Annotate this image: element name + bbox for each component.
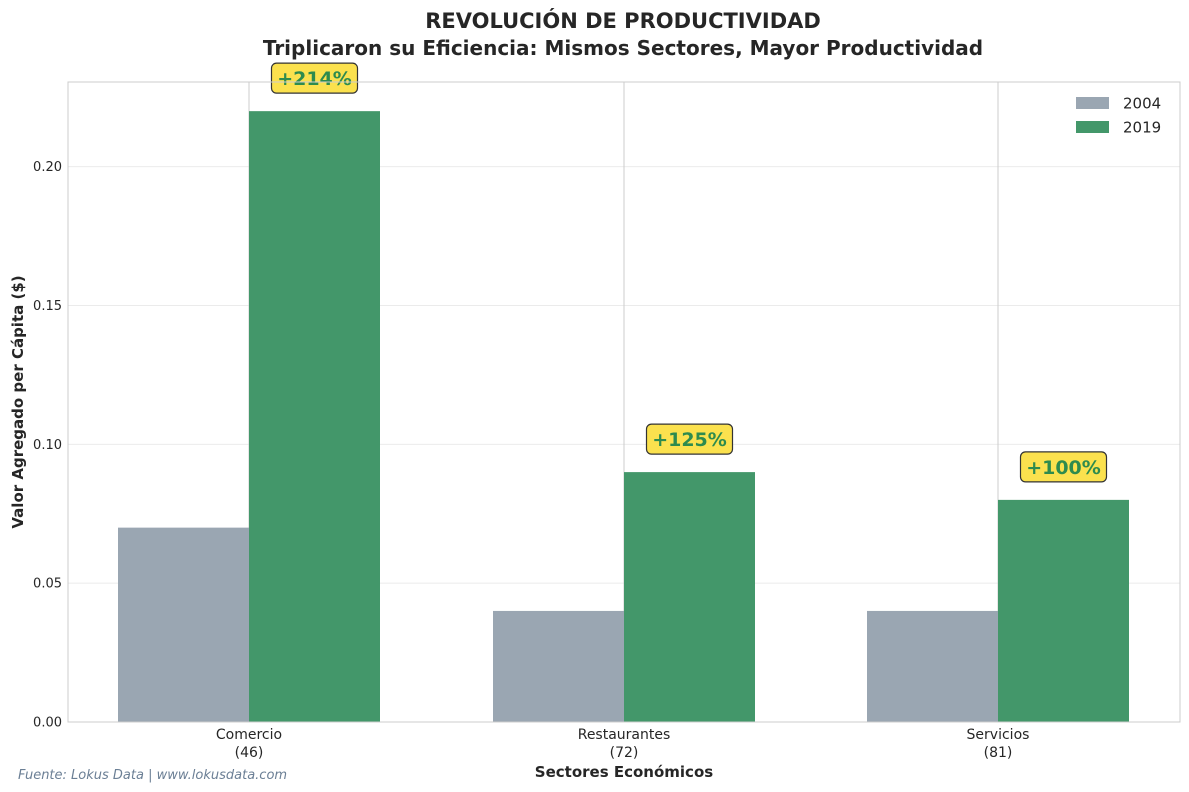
legend-swatch-2004 [1076, 97, 1109, 109]
source-note: Fuente: Lokus Data | www.lokusdata.com [18, 768, 287, 783]
y-tick-label: 0.05 [33, 577, 62, 592]
bar-2019-comercio [249, 111, 380, 723]
x-tick-sublabel: (81) [984, 745, 1013, 761]
bars [118, 111, 1129, 723]
bar-2004-comercio [118, 527, 249, 722]
legend-label-2019: 2019 [1123, 119, 1161, 137]
plot-frame [67, 81, 1181, 723]
x-axis-ticks: Comercio (46) Restaurantes (72) Servicios (81… [216, 727, 1030, 761]
legend: 2004 2019 [1076, 95, 1161, 137]
percent-badge [645, 423, 734, 455]
percent-label: +100% [1026, 457, 1101, 479]
y-tick-label: 0.15 [33, 299, 62, 314]
y-tick-label: 0.10 [33, 438, 62, 453]
percent-label: +214% [277, 68, 352, 90]
x-tick-sublabel: (46) [235, 745, 264, 761]
percent-badge [1019, 451, 1108, 483]
legend-label-2004: 2004 [1123, 95, 1161, 113]
percent-badge [270, 62, 359, 94]
x-tick-label: Restaurantes [578, 727, 671, 743]
percent-annotations: +214% +125% +100% [270, 62, 1108, 483]
y-tick-label: 0.00 [33, 716, 62, 731]
bar-2019-restaurantes [624, 472, 755, 722]
x-tick-sublabel: (72) [610, 745, 639, 761]
y-tick-label: 0.20 [33, 160, 62, 175]
bar-2004-restaurantes [493, 610, 624, 722]
x-tick-label: Servicios [967, 727, 1030, 743]
x-tick-label: Comercio [216, 727, 282, 743]
y-axis-ticks: 0.00 0.05 0.10 0.15 0.20 [33, 160, 62, 730]
bar-2019-servicios [998, 499, 1129, 722]
percent-label: +125% [652, 429, 727, 451]
y-axis-label: Valor Agregado per Cápita ($) [9, 275, 27, 528]
legend-swatch-2019 [1076, 121, 1109, 133]
x-axis-label: Sectores Económicos [535, 763, 713, 781]
bar-2004-servicios [867, 610, 998, 722]
chart-subtitle: Triplicaron su Eficiencia: Mismos Sector… [263, 36, 983, 60]
chart-title: REVOLUCIÓN DE PRODUCTIVIDAD [425, 8, 821, 33]
